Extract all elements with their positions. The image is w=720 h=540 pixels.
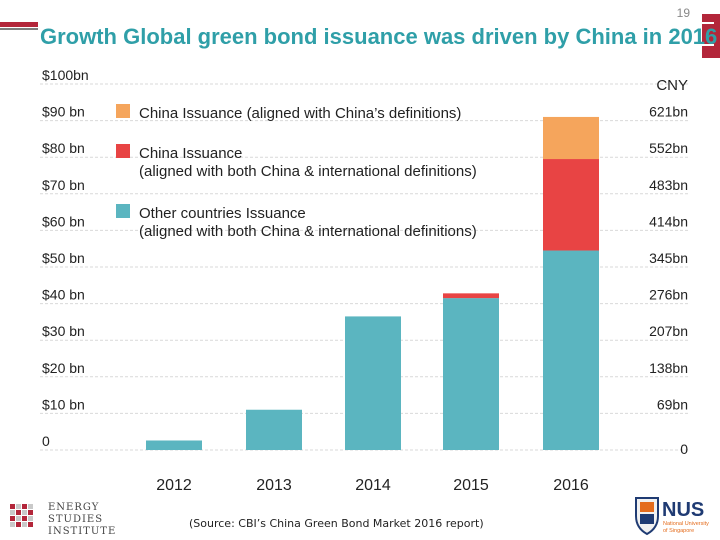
source-note: (Source: CBI’s China Green Bond Market 2… [189, 517, 484, 530]
bar-segment-4-2 [543, 116, 599, 160]
legend-label: China Issuance [139, 145, 242, 162]
bar-segment-3-0 [443, 298, 499, 450]
y-tick-label-left: $40 bn [42, 287, 85, 303]
bar-segment-3-1 [443, 293, 499, 299]
bar-segment-0-0 [146, 440, 202, 450]
bar-segment-2-0 [345, 316, 401, 450]
bar-segment-1-0 [246, 409, 302, 450]
y-tick-label-left: $90 bn [42, 104, 85, 120]
y-tick-label-right: 414bn [649, 213, 688, 229]
y-tick-label-right: 552bn [649, 140, 688, 156]
y-tick-label-right: 69bn [657, 396, 688, 412]
y-tick-label-left: $50 bn [42, 250, 85, 266]
legend-swatch [116, 204, 130, 218]
x-tick-label: 2013 [256, 477, 292, 494]
right-axis-label: CNY [656, 77, 688, 94]
y-tick-label-left: $20 bn [42, 360, 85, 376]
chart-title: Growth Global green bond issuance was dr… [40, 24, 717, 49]
nus-crest-icon [635, 497, 659, 536]
bar-segment-4-0 [543, 250, 599, 450]
esi-logo-line-3: INSTITUTE [48, 526, 116, 536]
bar-segment-4-1 [543, 159, 599, 251]
slide-accent-right-line [702, 22, 714, 24]
x-tick-label: 2016 [553, 477, 589, 494]
energy-studies-institute-logo: ENERGY STUDIES INSTITUTE [10, 502, 116, 536]
y-tick-label-right: 621bn [649, 104, 688, 120]
x-tick-label: 2015 [453, 477, 489, 494]
esi-logo-line-1: ENERGY [48, 502, 99, 513]
y-tick-label-right: 0 [680, 441, 688, 457]
nus-logo-sub-2: of Singapore [663, 528, 694, 534]
y-tick-label-left: $10 bn [42, 396, 85, 412]
y-tick-label-left: $80 bn [42, 140, 85, 156]
y-tick-label-left: $70 bn [42, 177, 85, 193]
legend-swatch [116, 144, 130, 158]
y-tick-label-right: 276bn [649, 287, 688, 303]
esi-grid-icon [10, 504, 33, 527]
y-tick-label-right: 483bn [649, 177, 688, 193]
y-tick-label-left: 0 [42, 433, 50, 449]
legend-label: (aligned with both China & international… [139, 223, 477, 240]
y-tick-label-right: 138bn [649, 360, 688, 376]
slide-accent-right [702, 14, 720, 58]
slide-accent-right-line [702, 44, 714, 46]
nus-logo: NUS National University of Singapore [635, 497, 709, 536]
nus-logo-sub-1: National University [663, 521, 709, 527]
y-tick-label-left: $100bn [42, 67, 89, 83]
legend-label: China Issuance (aligned with China’s def… [139, 105, 461, 122]
nus-logo-text: NUS [662, 499, 704, 521]
y-tick-label-right: 345bn [649, 250, 688, 266]
y-tick-label-left: $30 bn [42, 323, 85, 339]
chart: Growth Global green bond issuance was dr… [40, 24, 717, 494]
y-tick-label-right: 207bn [649, 323, 688, 339]
slide-accent-grey [0, 28, 38, 30]
x-tick-label: 2012 [156, 477, 192, 494]
esi-logo-line-2: STUDIES [48, 514, 103, 525]
legend-swatch [116, 104, 130, 118]
slide-accent-red [0, 22, 38, 27]
y-tick-label-left: $60 bn [42, 213, 85, 229]
legend-label: Other countries Issuance [139, 205, 306, 222]
slide-number: 19 [676, 6, 690, 20]
x-tick-label: 2014 [355, 477, 391, 494]
slide-top-bar [0, 0, 720, 12]
legend-label: (aligned with both China & international… [139, 163, 477, 180]
